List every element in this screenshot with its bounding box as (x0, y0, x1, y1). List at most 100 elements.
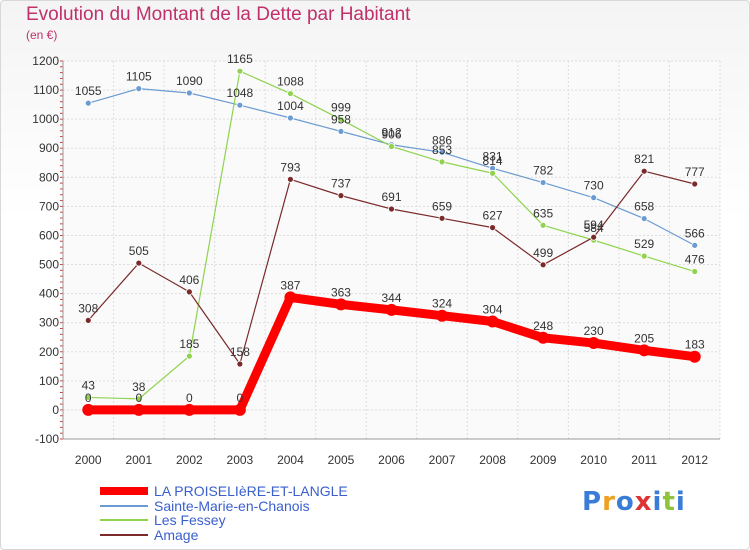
logo-letter: i (652, 487, 663, 517)
data-point (233, 403, 246, 416)
data-point (84, 316, 92, 324)
data-label: 0 (237, 391, 244, 405)
legend-swatch-la-proiseliere (100, 487, 148, 496)
data-point (287, 90, 294, 97)
plot-area (63, 61, 720, 439)
x-tick-label: 2012 (681, 453, 708, 467)
data-label: 476 (685, 253, 705, 267)
logo-letter: o (615, 487, 635, 517)
data-label: 1055 (75, 84, 102, 98)
data-point (185, 89, 193, 97)
y-tick-label: 900 (39, 141, 59, 155)
x-tick-label: 2006 (378, 453, 405, 467)
x-tick-label: 2002 (176, 453, 203, 467)
legend-label-les-fessey: Les Fessey (154, 512, 226, 528)
data-point (388, 205, 395, 213)
data-label: 1088 (277, 75, 304, 89)
data-label: 0 (135, 391, 142, 405)
data-point (337, 192, 345, 200)
data-point (489, 169, 496, 177)
data-label: 308 (78, 301, 98, 315)
legend-swatch-sainte-marie (100, 504, 148, 507)
data-point (438, 214, 446, 222)
y-tick-label: 1200 (32, 54, 59, 68)
y-tick-label: 1000 (32, 112, 59, 126)
data-point (236, 67, 244, 75)
data-label: 43 (82, 378, 96, 392)
data-point (287, 175, 294, 183)
legend-swatch-amage (100, 533, 148, 536)
data-label: 627 (483, 209, 503, 223)
y-tick-label: 100 (39, 374, 59, 388)
data-label: 0 (85, 391, 92, 405)
x-tick-label: 2009 (530, 453, 557, 467)
data-label: 584 (584, 221, 604, 235)
chart-subtitle: (en €) (26, 28, 58, 42)
data-point (691, 180, 699, 188)
y-tick-label: -100 (35, 432, 59, 446)
data-point (132, 403, 145, 416)
logo-letter: t (662, 487, 676, 517)
data-label: 185 (179, 337, 199, 351)
data-point (82, 403, 95, 416)
y-tick-label: 200 (39, 345, 59, 359)
data-label: 324 (432, 297, 452, 311)
data-point (587, 337, 600, 350)
data-label: 594 (584, 218, 604, 232)
data-label: 363 (331, 285, 351, 299)
data-point (135, 85, 143, 93)
data-point (640, 252, 648, 260)
data-label: 1165 (227, 52, 253, 66)
data-point (489, 224, 496, 232)
x-tick-label: 2011 (631, 453, 657, 467)
chart-title: Evolution du Montant de la Dette par Hab… (26, 4, 411, 25)
data-point (287, 114, 294, 122)
x-tick-label: 2003 (227, 453, 254, 467)
x-tick-label: 2007 (429, 453, 456, 467)
y-tick-label: 600 (39, 228, 59, 242)
data-point (84, 394, 92, 401)
data-point (385, 303, 398, 316)
data-point (691, 268, 699, 275)
data-point (135, 259, 143, 267)
data-label: 906 (381, 127, 401, 141)
data-label: 814 (483, 154, 503, 168)
data-point (135, 395, 143, 403)
data-point (539, 261, 547, 269)
x-tick-label: 2010 (580, 453, 607, 467)
data-point (284, 291, 297, 304)
x-tick-label: 2008 (479, 453, 506, 467)
data-label: 529 (634, 237, 654, 251)
y-tick-label: 700 (39, 199, 59, 213)
data-label: 958 (331, 112, 351, 126)
data-point (438, 158, 446, 166)
data-point (436, 309, 449, 322)
data-label: 793 (280, 160, 300, 174)
y-tick-label: 500 (39, 258, 59, 272)
x-tick-label: 2001 (125, 453, 152, 467)
data-label: 205 (634, 331, 654, 345)
data-point (334, 298, 347, 311)
x-tick-label: 2000 (75, 453, 102, 467)
legend-label-la-proiseliere: LA PROISELIèRE-ET-LANGLE (154, 483, 348, 499)
data-label: 1090 (176, 74, 203, 88)
data-label: 691 (381, 190, 401, 204)
data-point (590, 233, 598, 241)
data-label: 999 (331, 100, 351, 114)
data-point (84, 99, 92, 107)
data-point (486, 315, 499, 328)
data-point (183, 403, 196, 416)
data-label: 886 (432, 133, 452, 147)
logo-letter: i (675, 487, 686, 517)
data-point (691, 241, 699, 249)
y-tick-label: 1100 (33, 83, 59, 97)
data-point (537, 331, 550, 344)
logo-letter: x (634, 487, 653, 517)
legend-swatch-les-fessey (100, 519, 148, 522)
y-tick-label: 300 (39, 316, 59, 330)
data-label: 248 (533, 319, 553, 333)
data-label: 821 (634, 152, 654, 166)
data-label: 183 (685, 338, 705, 352)
data-label: 230 (584, 324, 604, 338)
data-point (337, 127, 345, 135)
